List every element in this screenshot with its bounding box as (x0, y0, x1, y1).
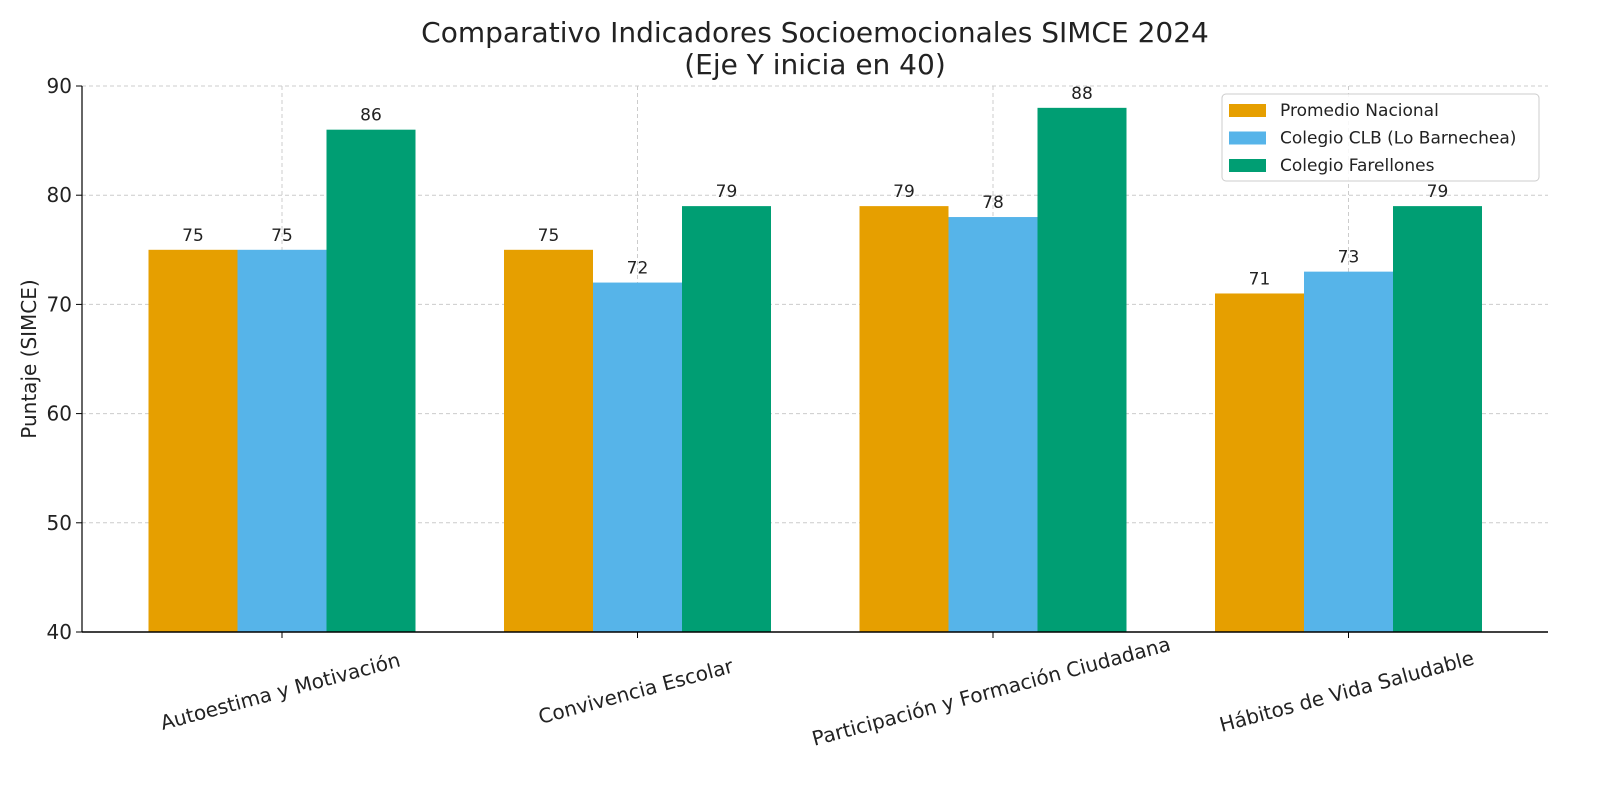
bar (1215, 293, 1304, 632)
bar (859, 206, 949, 632)
x-tick-label: Hábitos de Vida Saludable (1217, 646, 1477, 737)
data-label: 79 (716, 182, 738, 202)
y-axis-label: Puntaje (SIMCE) (17, 279, 41, 438)
y-tick-label: 50 (47, 511, 72, 535)
legend-label: Colegio CLB (Lo Barnechea) (1280, 129, 1516, 149)
legend-label: Promedio Nacional (1280, 101, 1439, 121)
bar (1304, 271, 1393, 632)
bar (948, 217, 1038, 633)
data-label: 73 (1338, 248, 1360, 268)
legend: Promedio Nacional Colegio CLB (Lo Barnech… (1221, 93, 1540, 182)
bar (1393, 206, 1482, 632)
y-tick-label: 60 (47, 402, 72, 426)
data-label: 71 (1249, 269, 1271, 289)
chart-title: Comparativo Indicadores Socioemocionales… (421, 16, 1209, 49)
legend-swatch (1229, 104, 1266, 117)
bar (593, 282, 682, 632)
x-tick-label: Convivencia Escolar (536, 653, 737, 728)
chart-subtitle: (Eje Y inicia en 40) (684, 48, 946, 81)
data-label: 75 (538, 226, 560, 246)
x-tick-label: Participación y Formación Ciudadana (809, 632, 1173, 751)
data-label: 75 (182, 226, 204, 246)
bar (148, 249, 238, 633)
data-label: 86 (360, 106, 382, 126)
data-label: 75 (271, 226, 293, 246)
x-tick-label: Autoestima y Motivación (158, 648, 403, 735)
data-label: 79 (1427, 182, 1449, 202)
bar (1037, 107, 1127, 633)
legend-box (1221, 93, 1540, 182)
y-tick-label: 90 (47, 74, 72, 98)
data-label: 79 (893, 182, 915, 202)
data-label: 72 (627, 259, 649, 279)
y-tick-label: 80 (47, 183, 72, 207)
bars: 75 75 79 71 75 72 78 73 86 79 88 79 (148, 84, 1482, 633)
bar (682, 206, 771, 632)
bar (237, 249, 327, 633)
y-tick-label: 70 (47, 292, 72, 316)
data-label: 78 (982, 193, 1004, 213)
legend-swatch (1229, 159, 1266, 172)
data-label: 88 (1071, 84, 1093, 104)
bar (326, 129, 416, 632)
y-tick-label: 40 (47, 620, 72, 644)
bar (504, 249, 593, 633)
legend-label: Colegio Farellones (1280, 156, 1435, 176)
legend-swatch (1229, 131, 1266, 145)
